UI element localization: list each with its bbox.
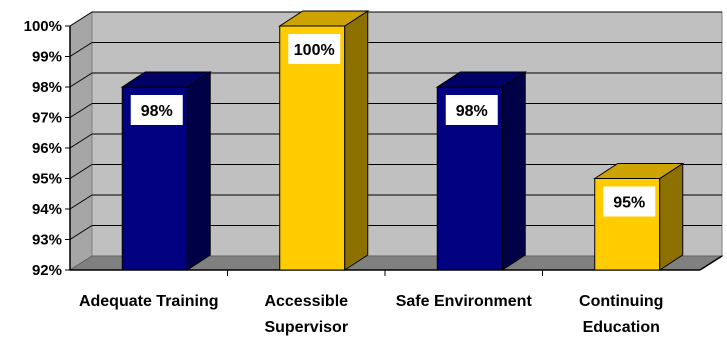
y-tick-label: 98%	[32, 79, 62, 96]
y-tick-label: 100%	[24, 18, 62, 35]
bar-top	[278, 10, 370, 27]
x-axis-depth-line	[699, 255, 723, 271]
category-label: Supervisor	[264, 319, 348, 336]
data-label-box	[445, 95, 498, 125]
data-label: 98%	[456, 103, 488, 120]
gridline-side	[69, 11, 93, 27]
bar-side	[659, 162, 684, 271]
data-label: 100%	[294, 42, 335, 59]
y-axis-ticks: 92% 93% 94% 95% 96% 97% 98% 99% 100%	[24, 18, 62, 279]
bar-top	[593, 163, 685, 179]
data-label-box	[130, 95, 183, 125]
data-label-box	[603, 186, 656, 217]
y-tick-label: 92%	[32, 262, 62, 279]
bar-top	[435, 71, 527, 88]
category-label: Adequate Training	[79, 293, 219, 310]
gridline-side	[69, 42, 93, 57]
gridline-side	[69, 194, 93, 210]
gridline-side	[69, 164, 93, 179]
bar-side	[501, 71, 526, 271]
gridline-side	[69, 133, 93, 149]
y-tick-label: 96%	[32, 140, 62, 157]
y-tick-label: 93%	[32, 232, 62, 249]
category-label: Continuing	[579, 293, 663, 310]
data-label: 95%	[613, 195, 645, 212]
category-label: Accessible	[264, 293, 348, 310]
bar	[278, 10, 370, 271]
y-tick-label: 99%	[32, 49, 62, 66]
bar-side	[344, 10, 369, 271]
x-axis-categories: Adequate Training Accessible Supervisor Saf…	[79, 293, 664, 336]
y-tick-label: 94%	[32, 201, 62, 218]
gridline-side	[69, 225, 93, 240]
bar	[593, 162, 685, 271]
data-labels: 98% 100% 98% 95%	[130, 34, 656, 217]
y-tick-label: 97%	[32, 110, 62, 127]
category-label: Safe Environment	[396, 293, 533, 310]
bar-front	[279, 25, 346, 271]
gridline-side	[69, 103, 93, 118]
bar-top	[120, 71, 212, 88]
data-label: 98%	[141, 103, 173, 120]
gridline-side	[69, 72, 93, 88]
y-tick-label: 95%	[32, 171, 62, 188]
category-label: Education	[583, 319, 660, 336]
bar-side	[186, 71, 211, 271]
data-label-box	[288, 34, 341, 64]
